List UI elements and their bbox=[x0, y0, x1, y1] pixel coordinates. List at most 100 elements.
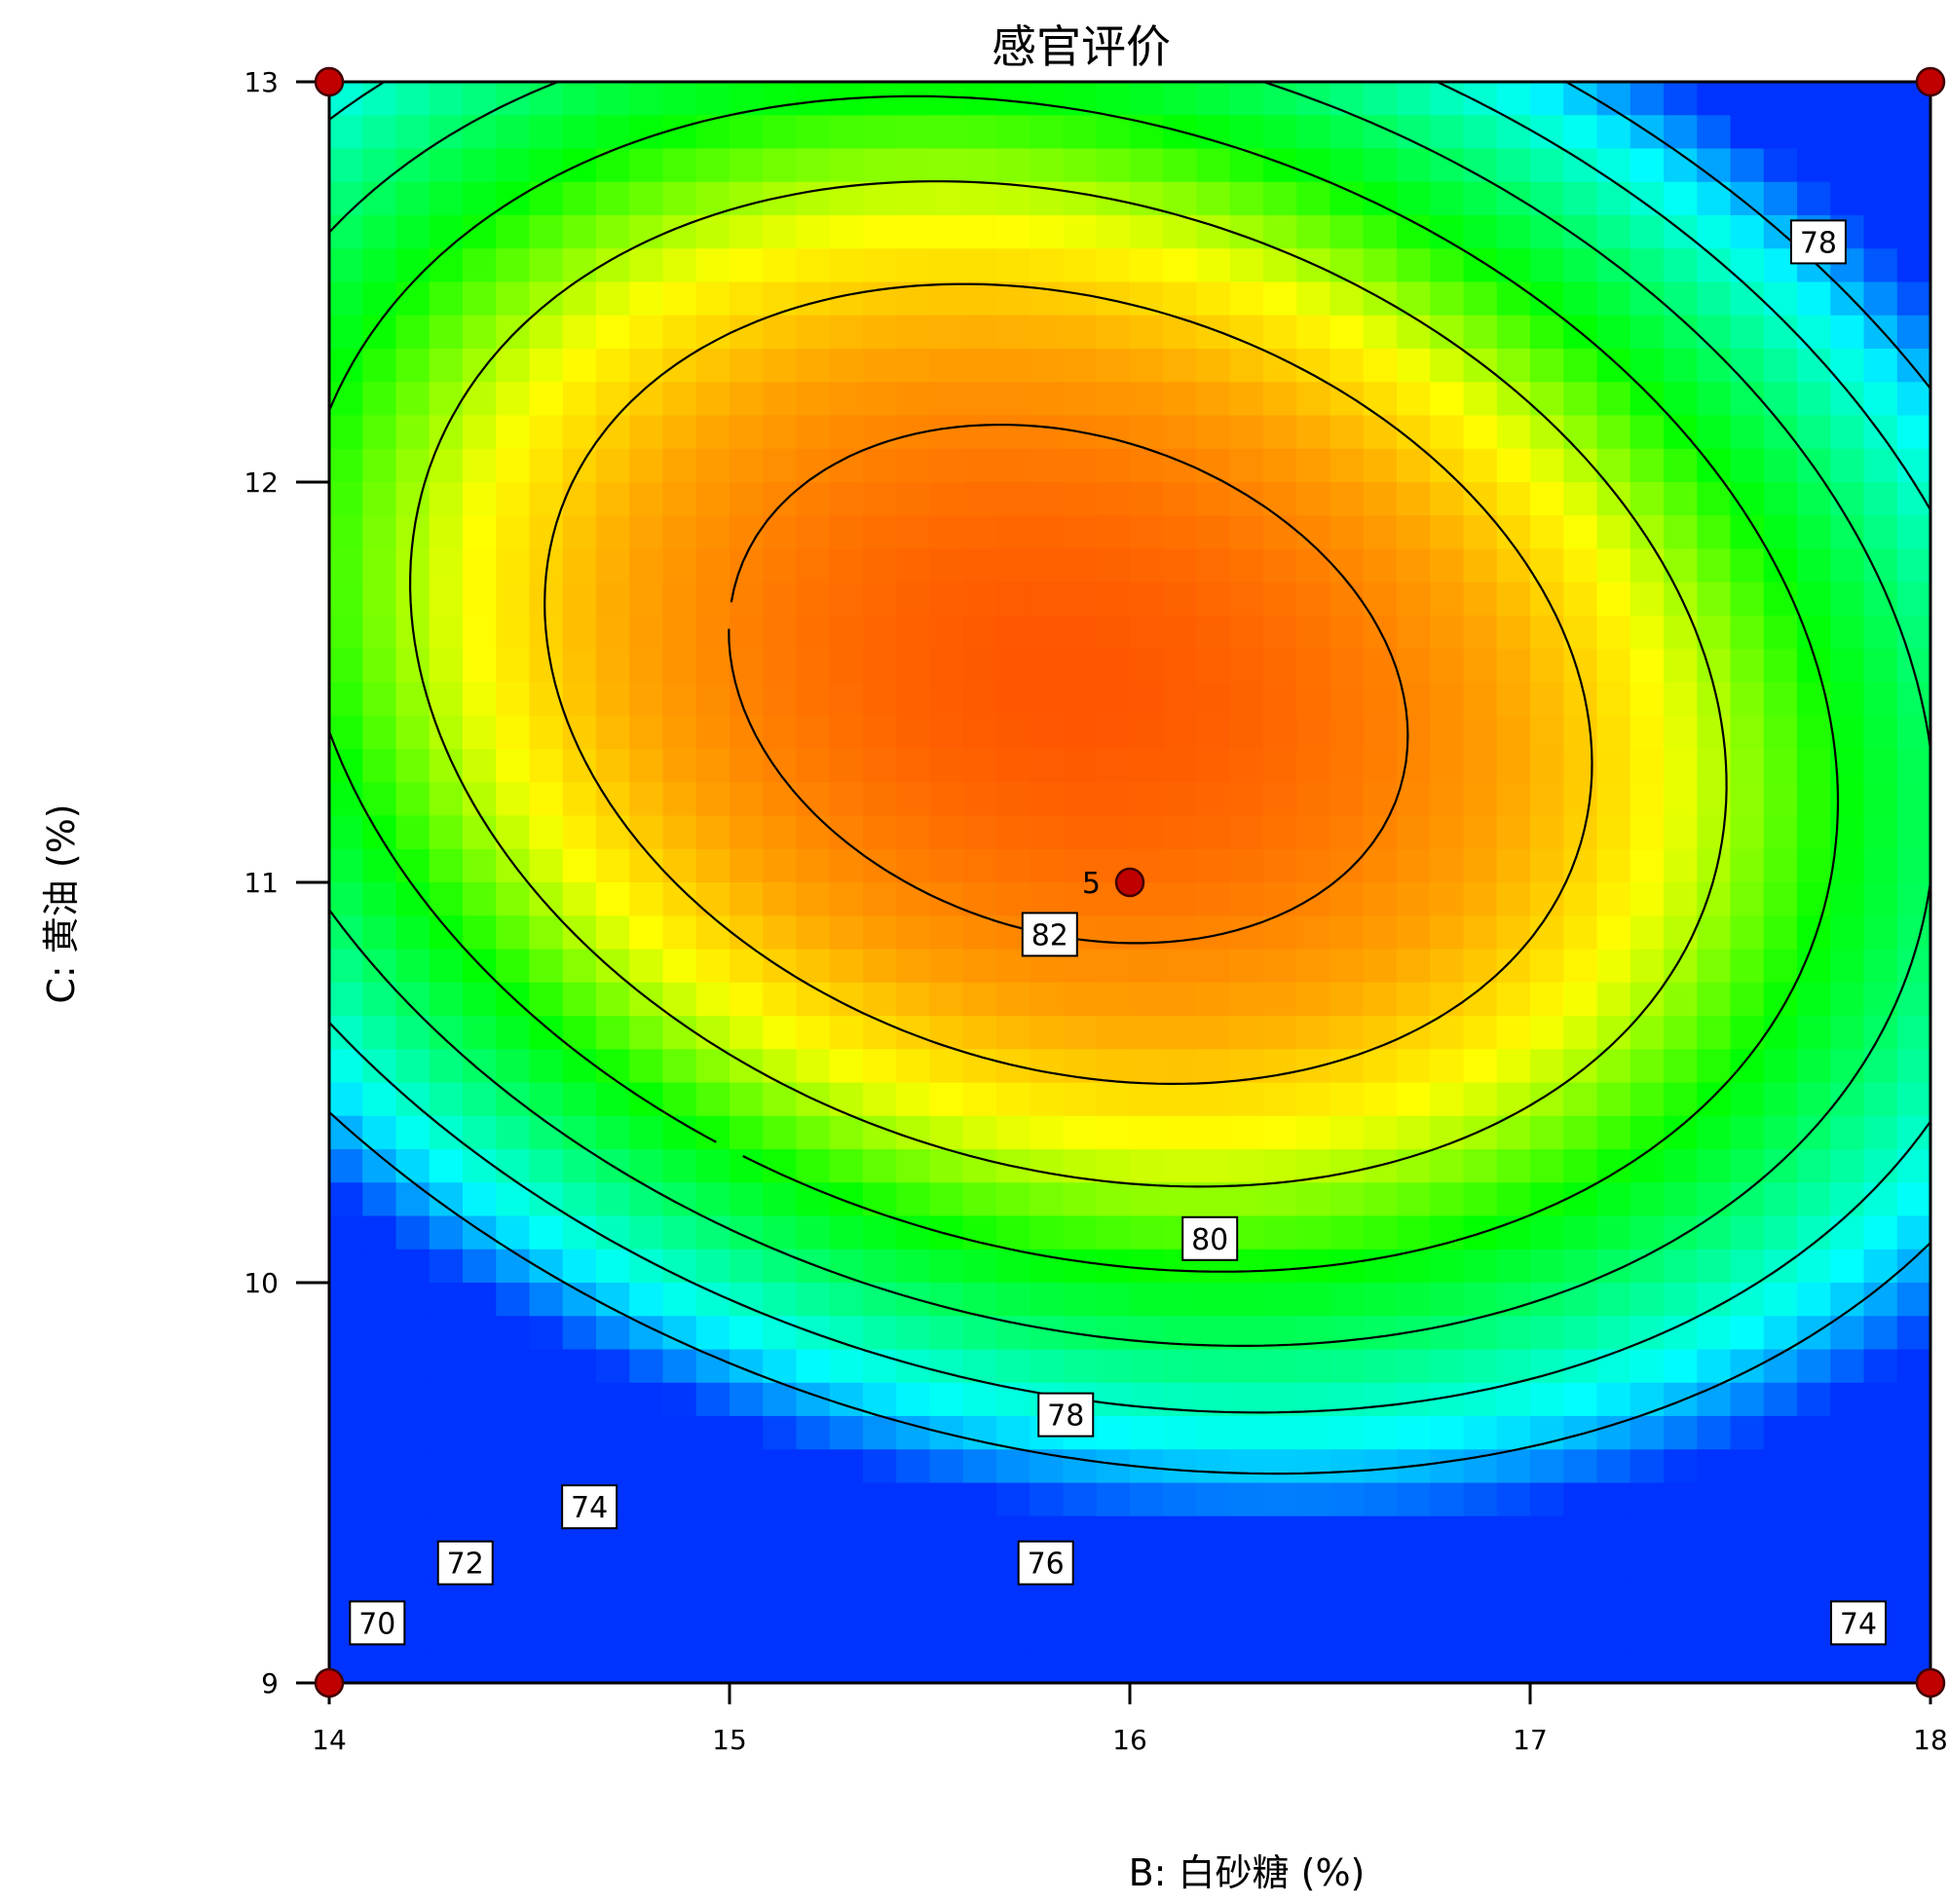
surface-cell bbox=[1330, 581, 1365, 616]
surface-cell bbox=[863, 949, 897, 984]
surface-cell bbox=[629, 82, 664, 116]
surface-cell bbox=[562, 482, 597, 516]
surface-cell bbox=[1363, 1115, 1398, 1150]
surface-cell bbox=[629, 1215, 664, 1251]
surface-cell bbox=[1030, 515, 1065, 550]
surface-cell bbox=[596, 682, 630, 717]
surface-cell bbox=[1630, 1515, 1665, 1550]
surface-cell bbox=[996, 882, 1030, 916]
surface-cell bbox=[695, 215, 730, 249]
surface-cell bbox=[1330, 882, 1365, 916]
surface-cell bbox=[529, 982, 564, 1017]
surface-cell bbox=[1797, 1016, 1831, 1050]
surface-cell bbox=[1730, 548, 1765, 583]
surface-cell bbox=[1363, 982, 1398, 1017]
surface-cell bbox=[1430, 649, 1465, 684]
surface-cell bbox=[962, 1049, 997, 1084]
surface-cell bbox=[1830, 1649, 1865, 1684]
surface-cell bbox=[730, 1482, 764, 1517]
surface-cell bbox=[1863, 815, 1898, 850]
surface-cell bbox=[1563, 115, 1598, 150]
surface-cell bbox=[763, 82, 798, 116]
surface-cell bbox=[1697, 949, 1732, 984]
surface-cell bbox=[1130, 1283, 1164, 1317]
surface-cell bbox=[1096, 349, 1131, 383]
surface-cell bbox=[1730, 649, 1765, 684]
surface-cell bbox=[763, 1616, 798, 1651]
surface-cell bbox=[1163, 1049, 1198, 1084]
surface-cell bbox=[1096, 1616, 1131, 1651]
surface-cell bbox=[362, 1416, 397, 1450]
surface-cell bbox=[730, 1149, 764, 1183]
surface-cell bbox=[1797, 1449, 1831, 1484]
surface-cell bbox=[863, 1382, 897, 1417]
surface-cell bbox=[1664, 915, 1698, 951]
surface-cell bbox=[1430, 1616, 1465, 1651]
surface-cell bbox=[562, 215, 597, 249]
surface-cell bbox=[1196, 882, 1231, 916]
surface-cell bbox=[829, 1416, 864, 1450]
surface-cell bbox=[496, 915, 531, 951]
surface-cell bbox=[1263, 482, 1297, 516]
surface-cell bbox=[1630, 882, 1665, 916]
surface-cell bbox=[1830, 1382, 1865, 1417]
surface-cell bbox=[429, 82, 464, 116]
surface-cell bbox=[1130, 1249, 1164, 1284]
surface-cell bbox=[1896, 782, 1931, 817]
surface-cell bbox=[1163, 715, 1198, 750]
surface-cell bbox=[1229, 382, 1264, 417]
surface-cell bbox=[695, 315, 730, 350]
surface-cell bbox=[529, 1082, 564, 1117]
surface-cell bbox=[1730, 915, 1765, 951]
surface-cell bbox=[362, 1082, 397, 1117]
surface-cell bbox=[395, 749, 431, 783]
surface-cell bbox=[1496, 1382, 1531, 1417]
surface-cell bbox=[1296, 982, 1331, 1017]
surface-cell bbox=[463, 1449, 497, 1484]
surface-cell bbox=[1130, 915, 1164, 951]
surface-cell bbox=[1830, 548, 1865, 583]
surface-cell bbox=[1463, 782, 1498, 817]
surface-cell bbox=[1896, 649, 1931, 684]
surface-cell bbox=[1463, 749, 1498, 783]
surface-cell bbox=[1496, 1649, 1531, 1684]
surface-cell bbox=[962, 215, 997, 249]
surface-cell bbox=[896, 1349, 931, 1384]
surface-cell bbox=[329, 782, 363, 817]
surface-cell bbox=[1830, 382, 1865, 417]
surface-cell bbox=[529, 1616, 564, 1651]
surface-cell bbox=[1630, 1049, 1665, 1084]
surface-cell bbox=[1896, 148, 1931, 183]
surface-cell bbox=[1664, 1482, 1698, 1517]
surface-cell bbox=[1263, 1115, 1297, 1150]
surface-cell bbox=[1763, 848, 1798, 883]
surface-cell bbox=[596, 1016, 630, 1050]
surface-cell bbox=[1830, 1316, 1865, 1351]
surface-cell bbox=[1730, 1583, 1765, 1618]
surface-cell bbox=[695, 581, 730, 616]
surface-cell bbox=[1130, 782, 1164, 817]
surface-cell bbox=[1330, 515, 1365, 550]
surface-cell bbox=[1063, 581, 1098, 616]
surface-cell bbox=[1397, 815, 1431, 850]
surface-cell bbox=[695, 1249, 730, 1284]
surface-cell bbox=[1630, 1283, 1665, 1317]
surface-cell bbox=[529, 715, 564, 750]
surface-cell bbox=[496, 782, 531, 817]
surface-cell bbox=[596, 1416, 630, 1450]
surface-cell bbox=[1630, 349, 1665, 383]
surface-cell bbox=[730, 1449, 764, 1484]
contour-lines bbox=[327, 80, 1932, 1475]
surface-cell bbox=[429, 248, 464, 283]
surface-cell bbox=[1530, 1316, 1564, 1351]
surface-cell bbox=[329, 949, 363, 984]
surface-cell bbox=[562, 882, 597, 916]
surface-cell bbox=[1596, 682, 1631, 717]
surface-cell bbox=[863, 1049, 897, 1084]
surface-cell bbox=[463, 581, 497, 616]
surface-cell bbox=[996, 1249, 1030, 1284]
surface-cell bbox=[1363, 1283, 1398, 1317]
surface-cell bbox=[1363, 1515, 1398, 1550]
surface-cell bbox=[962, 1382, 997, 1417]
surface-cell bbox=[796, 1416, 831, 1450]
